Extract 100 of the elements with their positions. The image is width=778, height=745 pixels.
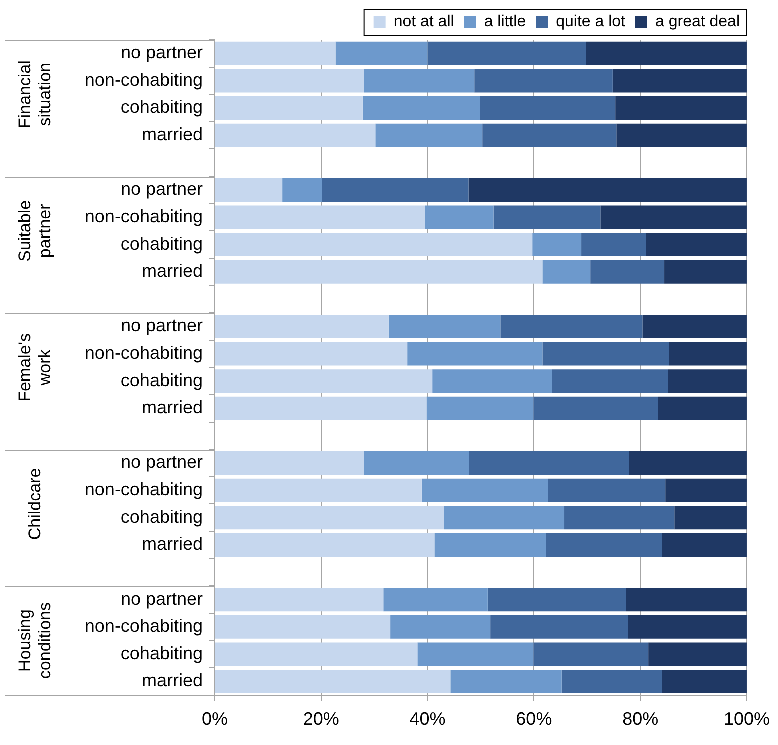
text: Childcare (26, 468, 45, 540)
bar (450, 670, 562, 694)
y-tick-label: married (142, 534, 203, 554)
x-tick-label: 20% (303, 709, 340, 730)
bar (216, 342, 408, 366)
bar (336, 42, 428, 66)
y-tick-label: no partner (120, 452, 203, 472)
bar (384, 588, 488, 612)
bar (532, 233, 582, 257)
bar (216, 396, 427, 420)
text: Housing conditions (16, 602, 55, 680)
bar (552, 370, 668, 394)
bar (562, 670, 662, 694)
bar (216, 615, 391, 639)
bar (216, 124, 376, 148)
bar (216, 452, 364, 476)
bar (469, 452, 630, 476)
bar (216, 642, 418, 666)
bar (362, 96, 480, 120)
bar (616, 96, 747, 120)
bar (444, 506, 565, 530)
bar (390, 615, 491, 639)
y-tick-label: married (142, 124, 203, 145)
bar (216, 178, 283, 202)
bar (564, 506, 675, 530)
bar (642, 314, 747, 338)
bar (646, 233, 747, 257)
bar (216, 69, 364, 93)
x-tick-label: 40% (410, 709, 446, 730)
bar (322, 178, 469, 202)
y-tick-label: married (142, 398, 203, 418)
text: Female's work (16, 333, 55, 402)
bar (474, 69, 613, 93)
bar (422, 478, 548, 502)
bar (216, 42, 336, 66)
bar (668, 370, 747, 394)
y-tick-label: non-cohabiting (84, 206, 203, 226)
bar (616, 124, 747, 148)
bar (432, 370, 552, 394)
bar (628, 615, 747, 639)
bar (658, 396, 747, 420)
bar (500, 314, 643, 338)
bar (216, 670, 451, 694)
bar (364, 452, 470, 476)
bar (434, 533, 546, 557)
y-tick-label: non-cohabiting (84, 616, 203, 636)
bar (546, 533, 662, 557)
y-tick-label: cohabiting (120, 370, 203, 390)
bar (425, 206, 494, 230)
bar (216, 370, 433, 394)
bar (376, 124, 483, 148)
x-tick-label: 100% (724, 709, 770, 730)
bar (586, 42, 747, 66)
bar (388, 314, 501, 338)
bar (612, 69, 747, 93)
bar (216, 588, 384, 612)
legend-label: quite a lot (556, 13, 626, 30)
bar (408, 342, 543, 366)
bar (418, 642, 534, 666)
bar (542, 342, 670, 366)
bar (534, 642, 649, 666)
bar (468, 178, 747, 202)
y-tick-label: cohabiting (120, 97, 203, 118)
x-tick-label: 80% (622, 709, 659, 730)
x-tick-label: 60% (516, 709, 552, 730)
bar (428, 42, 586, 66)
y-tick-label: cohabiting (120, 506, 203, 527)
y-tick-label: married (142, 261, 203, 282)
bar (216, 314, 389, 338)
y-tick-label: cohabiting (120, 234, 203, 254)
bar (590, 260, 665, 284)
bar (216, 478, 422, 502)
bar (282, 178, 322, 202)
x-tick-label: 0% (202, 709, 228, 730)
bar (648, 642, 747, 666)
bar (674, 506, 747, 530)
legend-label: a great deal (655, 13, 740, 30)
bar (216, 260, 543, 284)
bar (669, 342, 747, 366)
y-tick-label: married (142, 670, 203, 691)
y-tick-label: non-cohabiting (84, 343, 203, 364)
bar (662, 533, 747, 557)
bar (488, 588, 626, 612)
y-tick-label: no partner (120, 588, 203, 609)
bar (662, 670, 747, 694)
bar (482, 124, 617, 148)
bar (364, 69, 475, 93)
legend-label: not at all (394, 13, 454, 30)
y-tick-label: non-cohabiting (84, 480, 203, 500)
bar (548, 478, 666, 502)
text: Financial situation (16, 60, 55, 129)
y-tick-label: non-cohabiting (84, 70, 203, 90)
y-tick-label: cohabiting (120, 643, 203, 664)
bar (494, 206, 601, 230)
legend-label: a little (484, 13, 526, 30)
y-tick-label: no partner (120, 42, 203, 63)
bar (629, 452, 747, 476)
y-tick-label: no partner (120, 316, 203, 336)
bar (600, 206, 747, 230)
bar (216, 96, 363, 120)
